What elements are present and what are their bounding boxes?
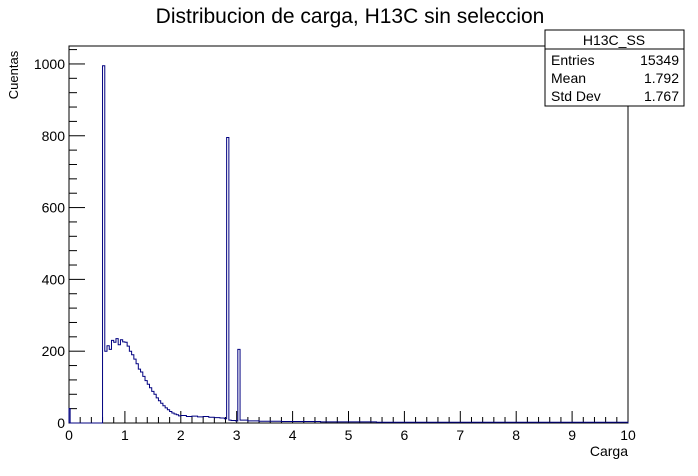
y-tick-label: 1000 (34, 56, 65, 72)
x-tick-label: 6 (401, 427, 409, 443)
stats-mean-value: 1.792 (644, 70, 679, 86)
y-tick-label: 800 (42, 128, 66, 144)
x-tick-label: 7 (456, 427, 464, 443)
stats-entries-value: 15349 (640, 52, 679, 68)
y-tick-label: 400 (42, 271, 66, 287)
histogram-series-line (68, 65, 629, 424)
stats-mean-label: Mean (551, 70, 586, 86)
plot-frame (68, 45, 629, 424)
x-tick-label: 0 (65, 427, 73, 443)
x-tick-label: 10 (620, 427, 636, 443)
x-tick-label: 2 (177, 427, 185, 443)
x-tick-label: 4 (289, 427, 297, 443)
stats-box-frame (544, 29, 685, 107)
stats-box-name: H13C_SS (583, 32, 645, 48)
x-axis-ticks (68, 411, 629, 423)
stats-stddev-label: Std Dev (551, 88, 601, 104)
stats-entries-label: Entries (551, 52, 595, 68)
y-axis-tick-labels: 0 200 400 600 800 1000 (34, 56, 65, 431)
x-axis-tick-labels: 0 1 2 3 4 5 6 7 8 9 10 (65, 427, 636, 443)
stats-box: H13C_SS Entries 15349 Mean 1.792 Std Dev… (544, 29, 685, 107)
x-axis-label: Carga (590, 443, 628, 459)
y-tick-label: 600 (42, 200, 66, 216)
x-tick-label: 5 (345, 427, 353, 443)
x-tick-label: 8 (512, 427, 520, 443)
x-tick-label: 3 (233, 427, 241, 443)
y-tick-label: 0 (57, 415, 65, 431)
y-axis-ticks (69, 49, 85, 424)
stats-stddev-value: 1.767 (644, 88, 679, 104)
y-axis-label: Cuentas (6, 50, 21, 99)
y-tick-label: 200 (42, 343, 66, 359)
x-tick-label: 1 (121, 427, 129, 443)
x-tick-label: 9 (568, 427, 576, 443)
chart-title: Distribucion de carga, H13C sin seleccio… (156, 5, 545, 28)
